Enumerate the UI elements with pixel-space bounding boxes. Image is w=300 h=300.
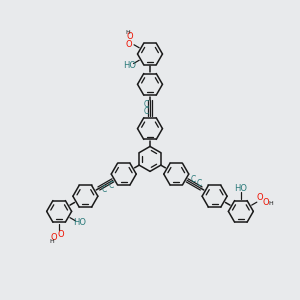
Text: HO: HO xyxy=(123,61,136,70)
Text: C: C xyxy=(144,107,149,116)
Text: H: H xyxy=(126,30,130,35)
Text: C: C xyxy=(190,175,195,184)
Text: O: O xyxy=(51,233,58,242)
Text: C: C xyxy=(196,178,202,188)
Text: O: O xyxy=(263,198,269,207)
Text: H: H xyxy=(49,238,54,244)
Text: HO: HO xyxy=(234,184,248,193)
Text: C: C xyxy=(108,181,113,190)
Text: C: C xyxy=(144,100,149,109)
Text: O: O xyxy=(256,194,263,202)
Text: O: O xyxy=(58,230,64,239)
Text: H: H xyxy=(268,200,273,206)
Text: O: O xyxy=(127,32,133,41)
Text: C: C xyxy=(102,185,107,194)
Text: O: O xyxy=(126,40,132,49)
Text: HO: HO xyxy=(73,218,86,227)
